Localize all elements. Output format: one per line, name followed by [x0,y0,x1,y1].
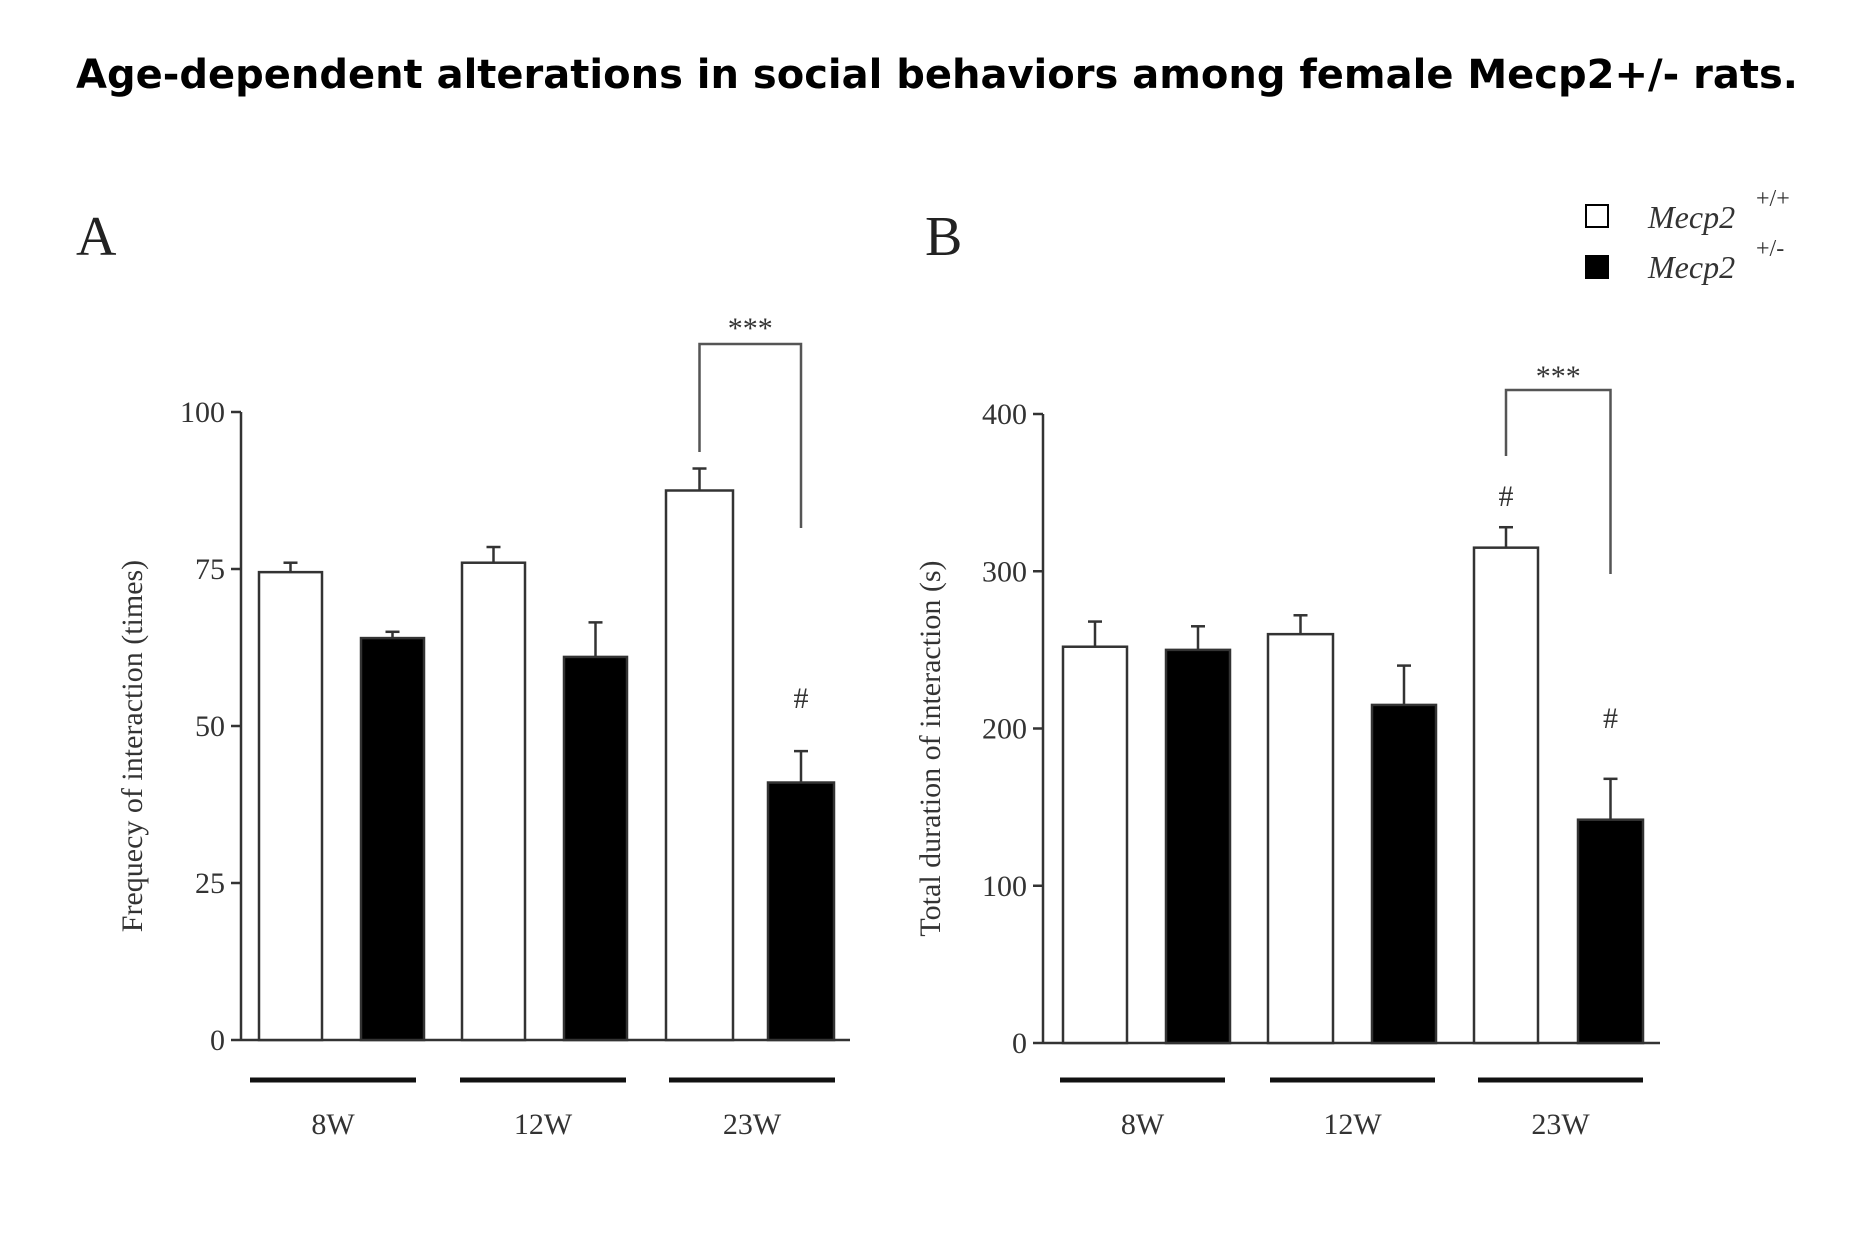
legend: Mecp2 +/+ Mecp2 +/- [1585,186,1790,285]
y-axis-label: Total duration of interaction (s) [914,560,947,936]
x-category-label: 8W [1121,1108,1165,1141]
x-category-label: 12W [1323,1108,1382,1141]
legend-sup-wt: +/+ [1756,186,1790,212]
y-tick-label: 200 [982,713,1027,746]
x-category-label: 23W [1531,1108,1590,1141]
panel-a-chart: 0 25 50 75 100 Frequecy of interaction (times… [116,312,850,1141]
bar [460,561,527,1042]
significance-bracket [698,342,803,528]
panel-b-chart: 0 100 200 300 400 Total duration of interacti… [914,360,1660,1141]
x-category-label: 8W [311,1108,355,1141]
y-tick-label: 400 [982,398,1027,431]
y-tick-label: 100 [982,870,1027,903]
significance-stars: *** [728,312,773,345]
hash-annotation: # [1603,702,1618,735]
bar [1061,645,1129,1045]
y-axis-label: Frequecy of interaction (times) [116,560,149,932]
significance-stars: *** [1536,360,1581,393]
y-tick-label: 0 [1012,1027,1027,1060]
legend-swatch-het [1585,255,1609,279]
legend-label-het: Mecp2 [1647,249,1735,285]
legend-sup-het: +/- [1756,236,1784,262]
figure-title: Age-dependent alterations in social beha… [76,52,1798,98]
bar [1266,632,1335,1045]
y-tick-label: 75 [195,553,225,586]
y-tick-label: 25 [195,867,225,900]
bar [664,489,735,1042]
legend-label-wt: Mecp2 [1647,199,1735,235]
y-tick-label: 100 [180,396,225,429]
panel-a-letter: A [76,206,117,268]
hash-annotation: # [794,682,809,715]
bar [359,636,426,1042]
bar [1472,546,1540,1045]
significance-bracket [1504,388,1612,574]
y-tick-label: 0 [210,1024,225,1057]
x-category-label: 12W [514,1108,573,1141]
bar [1164,648,1232,1045]
hash-annotation: # [1499,480,1514,513]
bar [766,781,836,1042]
y-tick-label: 50 [195,710,225,743]
bar [562,655,629,1042]
legend-swatch-wt [1585,204,1609,228]
bar [1576,818,1645,1045]
bar [1370,703,1438,1045]
y-tick-label: 300 [982,555,1027,588]
x-category-label: 23W [723,1108,782,1141]
bar [257,570,324,1042]
panel-b-letter: B [925,206,962,268]
